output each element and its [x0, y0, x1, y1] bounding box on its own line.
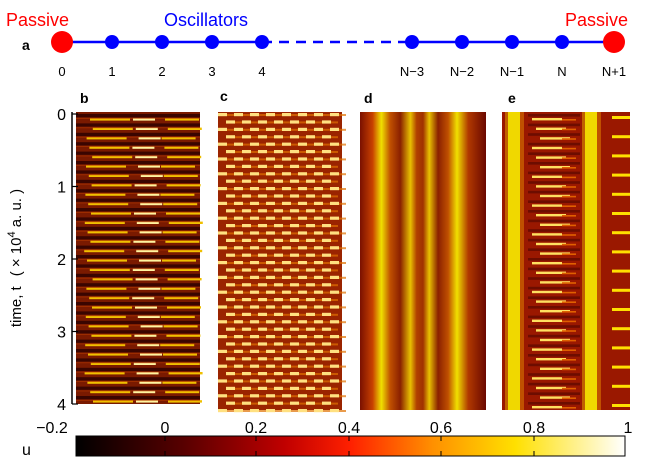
colorbar-tick-label: 0 — [161, 420, 170, 437]
panel-c — [218, 112, 346, 413]
node-label: N — [557, 64, 566, 79]
y-tick-label: 0 — [57, 107, 66, 124]
oscillator-node — [405, 35, 419, 49]
y-tick-label: 2 — [57, 252, 66, 269]
chain-nodes: 0 1 2 3 4 N−3 N−2 N−1 N N+1 — [51, 31, 626, 79]
colorbar — [75, 435, 626, 457]
passive-right-title: Passive — [565, 10, 628, 30]
colorbar-tick-label: 0.8 — [523, 420, 545, 437]
oscillator-node — [555, 35, 569, 49]
passive-node — [603, 31, 625, 53]
colorbar-tick-label: 0.6 — [430, 420, 452, 437]
node-label: N−1 — [500, 64, 524, 79]
colorbar-tick-label: −0.2 — [36, 420, 68, 437]
y-axis-label: time, t ( × 104 a. u. ) — [6, 189, 25, 327]
y-label-unit: ( × 10 — [8, 238, 25, 277]
node-label: 3 — [208, 64, 215, 79]
node-label: N+1 — [602, 64, 626, 79]
node-label: 2 — [158, 64, 165, 79]
y-tick-label: 4 — [57, 397, 66, 414]
panel-e — [502, 112, 630, 410]
panel-b — [76, 112, 203, 404]
y-tick-label: 1 — [57, 180, 66, 197]
panel-d — [360, 112, 486, 410]
colorbar-label: u — [22, 442, 31, 457]
oscillator-node — [155, 35, 169, 49]
panel-label-a: a — [22, 37, 30, 53]
colorbar-minor-ticks — [164, 436, 535, 456]
panel-label-d: d — [364, 90, 373, 106]
oscillators-title: Oscillators — [164, 10, 248, 30]
oscillator-node — [205, 35, 219, 49]
y-label-main: time, t — [8, 285, 25, 327]
panel-label-e: e — [508, 90, 516, 106]
node-label: N−3 — [400, 64, 424, 79]
panel-label-c: c — [220, 88, 228, 104]
node-label: 4 — [258, 64, 265, 79]
y-label-exp: 4 — [6, 231, 18, 237]
oscillator-node — [505, 35, 519, 49]
y-label-tail: a. u. ) — [8, 189, 25, 232]
colorbar-ticks: −0.2 0 0.2 0.4 0.6 0.8 1 — [36, 420, 632, 437]
y-tick-label: 3 — [57, 325, 66, 342]
passive-left-title: Passive — [6, 10, 69, 30]
oscillator-node — [255, 35, 269, 49]
passive-node — [51, 31, 73, 53]
panel-label-b: b — [80, 90, 89, 106]
node-label: 0 — [58, 64, 65, 79]
colorbar-tick-label: 1 — [624, 420, 633, 437]
colorbar-tick-label: 0.4 — [338, 420, 360, 437]
node-label: N−2 — [450, 64, 474, 79]
y-ticks: 0 1 2 3 4 — [57, 107, 78, 414]
oscillator-node — [455, 35, 469, 49]
oscillator-node — [105, 35, 119, 49]
colorbar-tick-label: 0.2 — [245, 420, 267, 437]
node-label: 1 — [108, 64, 115, 79]
